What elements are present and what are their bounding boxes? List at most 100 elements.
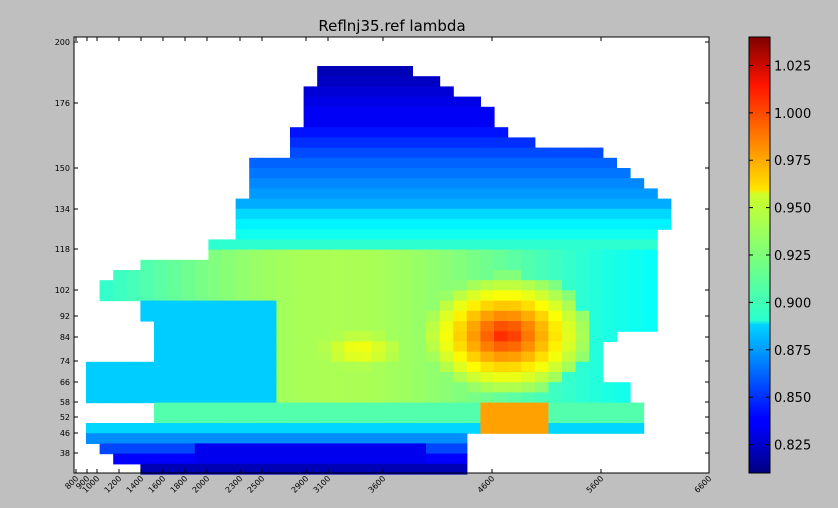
heatmap-cell <box>494 198 509 210</box>
heatmap-cell <box>426 249 441 261</box>
heatmap-cell <box>589 208 604 220</box>
heatmap-cell <box>330 249 345 261</box>
heatmap-cell <box>181 341 196 353</box>
heatmap-cell <box>317 361 332 373</box>
heatmap-cell <box>480 239 495 251</box>
heatmap-cell <box>575 412 590 424</box>
heatmap-cell <box>317 372 332 383</box>
heatmap-cell <box>507 147 522 159</box>
heatmap-cell <box>521 280 536 291</box>
heatmap-cell <box>181 331 196 342</box>
heatmap-cell <box>426 188 441 200</box>
heatmap-cell <box>548 361 563 373</box>
heatmap-cell <box>303 341 318 353</box>
heatmap-cell <box>330 392 345 404</box>
heatmap-cell <box>412 168 427 179</box>
heatmap-cell <box>616 219 631 230</box>
heatmap-cell <box>548 351 563 363</box>
heatmap-cell <box>426 433 441 444</box>
heatmap-cell <box>426 219 441 230</box>
heatmap-cell <box>290 310 305 322</box>
heatmap-cell <box>453 402 468 414</box>
heatmap-cell <box>562 361 577 373</box>
heatmap-cell <box>330 300 345 312</box>
heatmap-cell <box>453 229 468 240</box>
heatmap-cell <box>276 433 291 444</box>
heatmap-cell <box>630 412 645 424</box>
heatmap-cell <box>222 412 237 424</box>
heatmap-cell <box>303 382 318 393</box>
heatmap-cell <box>521 372 536 383</box>
heatmap-cell <box>398 300 413 312</box>
heatmap-cell <box>154 259 169 271</box>
heatmap-cell <box>398 463 413 475</box>
heatmap-cell <box>235 249 250 261</box>
heatmap-cell <box>330 361 345 373</box>
heatmap-cell <box>466 239 481 251</box>
heatmap-cell <box>330 208 345 220</box>
heatmap-cell <box>521 188 536 200</box>
heatmap-cell <box>466 249 481 261</box>
heatmap-cell <box>222 331 237 342</box>
heatmap-cell <box>453 168 468 179</box>
heatmap-cell <box>398 198 413 210</box>
heatmap-cell <box>548 412 563 424</box>
heatmap-cell <box>290 137 305 149</box>
heatmap-cell <box>575 402 590 414</box>
heatmap-cell <box>262 300 277 312</box>
heatmap-cell <box>398 270 413 281</box>
heatmap-cell <box>507 351 522 363</box>
colorbar-tick-label: 0.875 <box>774 344 811 359</box>
heatmap-cell <box>290 280 305 291</box>
heatmap-cell <box>548 168 563 179</box>
heatmap-cell <box>439 310 454 322</box>
heatmap-cell <box>453 331 468 342</box>
heatmap-cell <box>276 219 291 230</box>
heatmap-cell <box>521 423 536 434</box>
heatmap-cell <box>480 290 495 302</box>
heatmap-cell <box>276 382 291 393</box>
heatmap-cell <box>548 300 563 312</box>
heatmap-cell <box>317 66 332 77</box>
heatmap-cell <box>317 106 332 118</box>
heatmap-cell <box>534 280 549 291</box>
heatmap-cell <box>562 412 577 424</box>
heatmap-cell <box>113 423 128 434</box>
heatmap-cell <box>167 372 182 383</box>
heatmap-cell <box>249 219 264 230</box>
heatmap-cell <box>562 402 577 414</box>
heatmap-cell <box>494 147 509 159</box>
heatmap-cell <box>330 463 345 475</box>
heatmap-cell <box>208 351 223 363</box>
heatmap-cell <box>113 270 128 281</box>
heatmap-cell <box>643 198 658 210</box>
heatmap-cell <box>494 280 509 291</box>
heatmap-cell <box>575 382 590 393</box>
heatmap-cell <box>303 208 318 220</box>
heatmap-cell <box>602 219 617 230</box>
heatmap-cell <box>358 463 373 475</box>
heatmap-cell <box>385 198 400 210</box>
heatmap-cell <box>249 157 264 169</box>
heatmap-cell <box>466 341 481 353</box>
heatmap-cell <box>154 433 169 444</box>
heatmap-cell <box>303 127 318 138</box>
heatmap-cell <box>358 351 373 363</box>
heatmap-cell <box>358 372 373 383</box>
heatmap-cell <box>480 361 495 373</box>
heatmap-cell <box>521 229 536 240</box>
heatmap-cell <box>290 392 305 404</box>
heatmap-cell <box>222 443 237 455</box>
heatmap-cell <box>630 280 645 291</box>
heatmap-cell <box>385 137 400 149</box>
heatmap-cell <box>412 392 427 404</box>
heatmap-cell <box>426 117 441 128</box>
heatmap-cell <box>371 341 386 353</box>
heatmap-cell <box>276 249 291 261</box>
heatmap-cell <box>371 321 386 332</box>
heatmap-cell <box>276 423 291 434</box>
heatmap-cell <box>330 137 345 149</box>
heatmap-cell <box>330 239 345 251</box>
heatmap-cell <box>126 372 141 383</box>
heatmap-cell <box>371 208 386 220</box>
